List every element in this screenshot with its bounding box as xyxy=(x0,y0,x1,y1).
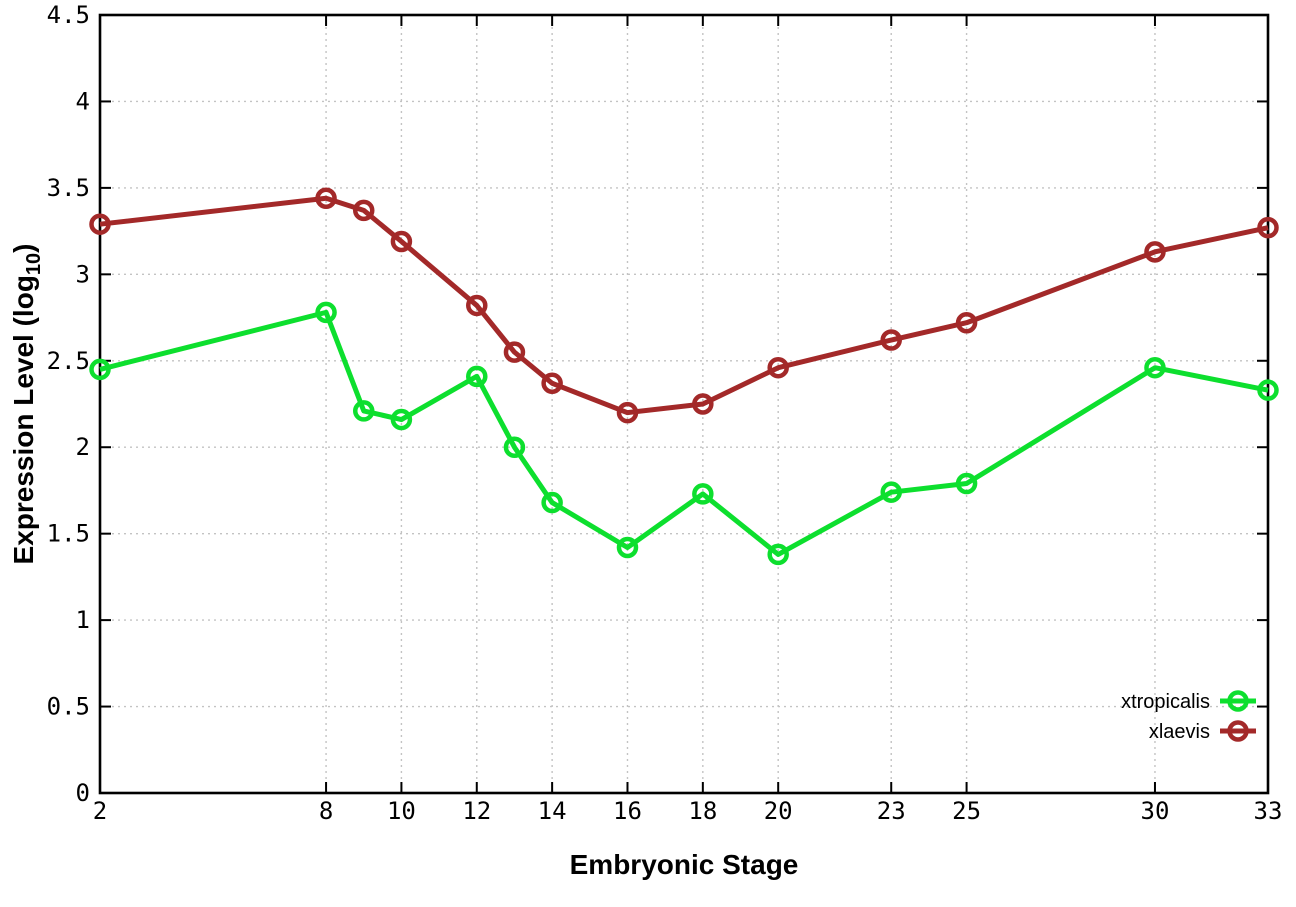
data-point-xtropicalis xyxy=(955,472,978,495)
y-tick-label: 1 xyxy=(76,606,90,634)
y-axis-title-suffix: ) xyxy=(8,243,40,253)
data-point-xtropicalis xyxy=(315,301,337,324)
x-tick-label: 14 xyxy=(538,797,567,825)
x-tick-label: 33 xyxy=(1254,797,1283,825)
data-point-xlaevis xyxy=(616,401,639,424)
y-axis-title: Expression Level (log10) xyxy=(8,244,46,565)
data-point-xtropicalis xyxy=(767,543,789,566)
data-point-xtropicalis xyxy=(880,481,902,503)
y-tick-label: 4 xyxy=(76,87,90,115)
legend-item-xlaevis: xlaevis xyxy=(1149,720,1256,743)
x-tick-label: 25 xyxy=(952,797,981,825)
data-point-xlaevis xyxy=(390,230,413,253)
data-point-xlaevis xyxy=(767,356,789,379)
x-tick-label: 10 xyxy=(387,797,416,825)
data-point-xtropicalis xyxy=(89,358,111,381)
data-point-xlaevis xyxy=(692,393,714,415)
data-point-xtropicalis xyxy=(466,365,488,388)
legend: xtropicalis xlaevis xyxy=(1121,690,1256,743)
y-axis-title-text: Expression Level (log xyxy=(8,275,40,565)
data-point-xlaevis xyxy=(466,294,488,317)
legend-item-xtropicalis: xtropicalis xyxy=(1121,690,1256,713)
data-point-xlaevis xyxy=(352,199,375,222)
x-tick-label: 12 xyxy=(462,797,491,825)
series-xlaevis xyxy=(89,187,1279,424)
plot-border xyxy=(98,13,1270,795)
y-tick-label: 1.5 xyxy=(47,520,90,548)
x-axis-title: Embryonic Stage xyxy=(569,849,799,880)
y-tick-label: 2 xyxy=(76,433,90,461)
y-tick-label: 3 xyxy=(76,260,90,288)
series-line-xlaevis xyxy=(99,195,1269,416)
data-point-xlaevis xyxy=(89,213,111,235)
x-tick-label: 23 xyxy=(877,797,906,825)
y-tick-label: 0 xyxy=(76,779,90,807)
y-tick-label: 2.5 xyxy=(47,347,90,375)
legend-label-xtropicalis: xtropicalis xyxy=(1121,691,1210,713)
data-point-xtropicalis xyxy=(503,436,526,458)
y-tick-label: 4.5 xyxy=(47,1,90,29)
legend-marker-icon-xtropicalis xyxy=(1227,690,1249,712)
legend-label-xlaevis: xlaevis xyxy=(1149,721,1210,743)
data-point-xlaevis xyxy=(315,187,337,210)
data-point-xlaevis xyxy=(1144,241,1166,263)
data-point-xlaevis xyxy=(880,329,902,351)
x-tick-label: 30 xyxy=(1141,797,1170,825)
legend-marker-icon-xlaevis xyxy=(1227,720,1249,742)
x-tick-label: 16 xyxy=(613,797,642,825)
series-xtropicalis xyxy=(89,301,1279,566)
data-point-xtropicalis xyxy=(390,408,413,431)
series-line-xtropicalis xyxy=(99,309,1269,557)
y-axis-title-subscript: 10 xyxy=(22,252,45,276)
x-tick-label: 8 xyxy=(319,797,333,825)
x-tick-label: 18 xyxy=(688,797,717,825)
data-point-xtropicalis xyxy=(616,536,639,559)
data-point-xlaevis xyxy=(955,311,978,334)
y-tick-label: 0.5 xyxy=(47,693,90,721)
data-point-xlaevis xyxy=(503,341,526,363)
data-point-xlaevis xyxy=(541,372,563,395)
x-tick-label: 20 xyxy=(764,797,793,825)
data-point-xtropicalis xyxy=(692,483,714,505)
data-point-xtropicalis xyxy=(1144,356,1166,379)
x-tick-label: 2 xyxy=(93,797,107,825)
data-point-xtropicalis xyxy=(352,400,375,422)
data-point-xtropicalis xyxy=(541,491,563,514)
data-point-xlaevis xyxy=(1257,216,1279,239)
data-point-xtropicalis xyxy=(1257,379,1279,401)
y-tick-label: 3.5 xyxy=(47,174,90,202)
